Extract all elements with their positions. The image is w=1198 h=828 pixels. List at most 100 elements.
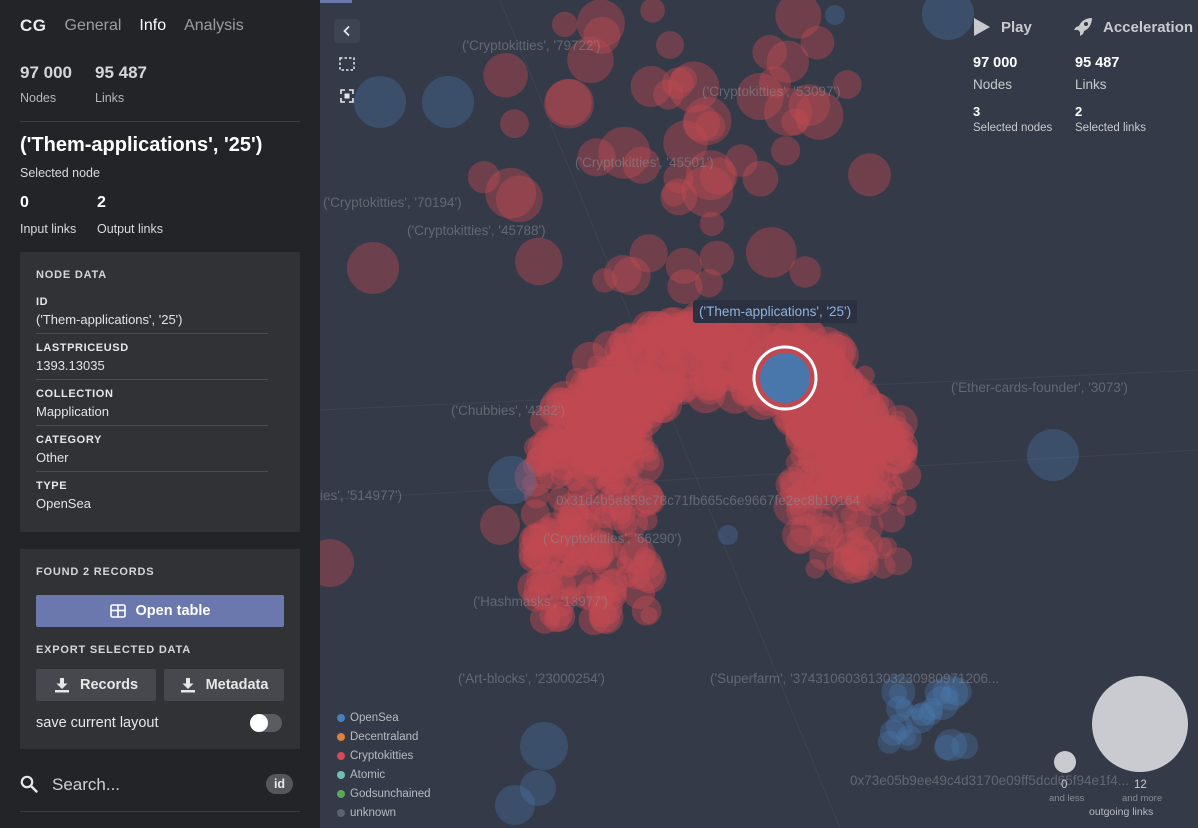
graph-node[interactable] — [613, 322, 646, 355]
tab-analysis[interactable]: Analysis — [184, 17, 244, 34]
graph-node[interactable] — [575, 388, 602, 414]
graph-node[interactable] — [644, 389, 679, 424]
graph-node[interactable] — [640, 0, 665, 23]
graph-node[interactable] — [793, 425, 834, 466]
graph-node[interactable] — [601, 450, 624, 473]
graph-node[interactable] — [855, 365, 875, 386]
graph-node[interactable] — [629, 234, 668, 273]
graph-node[interactable] — [572, 411, 600, 439]
graph-node[interactable] — [552, 394, 574, 416]
graph-node[interactable] — [582, 450, 608, 476]
graph-node[interactable] — [802, 405, 843, 447]
graph-node[interactable] — [943, 677, 972, 706]
collapse-sidebar-button[interactable] — [334, 19, 360, 43]
graph-node[interactable] — [552, 11, 578, 38]
graph-node[interactable] — [790, 443, 813, 466]
graph-node[interactable] — [832, 363, 855, 385]
graph-node[interactable] — [809, 386, 848, 425]
graph-node[interactable] — [879, 415, 910, 446]
graph-canvas[interactable]: ('Cryptokitties', '79722') ('Cryptokitti… — [320, 0, 1198, 828]
graph-node[interactable] — [589, 590, 623, 625]
graph-node[interactable] — [830, 521, 864, 555]
graph-node[interactable] — [881, 405, 918, 441]
graph-node[interactable] — [628, 412, 652, 436]
graph-node[interactable] — [825, 458, 856, 489]
graph-node[interactable] — [602, 389, 637, 424]
graph-node[interactable] — [817, 344, 837, 364]
graph-node[interactable] — [605, 440, 644, 479]
graph-node[interactable] — [599, 482, 634, 517]
graph-node[interactable] — [577, 573, 617, 613]
graph-node[interactable] — [878, 440, 898, 460]
graph-node[interactable] — [601, 443, 624, 466]
graph-node[interactable] — [837, 414, 864, 441]
graph-node[interactable] — [523, 454, 546, 478]
graph-node[interactable] — [877, 468, 901, 492]
graph-node[interactable] — [820, 491, 841, 512]
graph-node[interactable] — [848, 153, 891, 197]
export-metadata-button[interactable]: Metadata — [164, 669, 284, 701]
graph-node[interactable] — [628, 397, 647, 416]
graph-node[interactable] — [895, 699, 914, 718]
graph-node[interactable] — [847, 430, 866, 448]
graph-node[interactable] — [813, 432, 836, 454]
graph-node[interactable] — [607, 420, 631, 445]
graph-node[interactable] — [695, 374, 725, 405]
graph-node[interactable] — [712, 315, 752, 355]
graph-node[interactable] — [616, 420, 639, 443]
graph-node[interactable] — [781, 396, 815, 430]
graph-node[interactable] — [738, 315, 781, 357]
graph-node[interactable] — [629, 432, 655, 458]
graph-node[interactable] — [801, 387, 828, 414]
graph-node[interactable] — [573, 367, 611, 405]
graph-node[interactable] — [578, 371, 600, 393]
graph-node[interactable] — [837, 447, 867, 477]
graph-node[interactable] — [556, 505, 581, 530]
graph-node[interactable] — [580, 398, 612, 430]
graph-node[interactable] — [827, 457, 861, 492]
graph-node[interactable] — [558, 503, 589, 535]
graph-node[interactable] — [838, 386, 865, 413]
graph-node[interactable] — [877, 441, 911, 475]
graph-node[interactable] — [582, 456, 604, 478]
graph-node[interactable] — [485, 167, 537, 219]
graph-node[interactable] — [607, 585, 626, 604]
graph-node[interactable] — [585, 579, 614, 608]
graph-node[interactable] — [606, 390, 627, 410]
graph-node[interactable] — [603, 352, 635, 384]
graph-node[interactable] — [654, 307, 687, 340]
graph-node[interactable] — [526, 565, 557, 596]
graph-node[interactable] — [695, 111, 726, 141]
graph-node[interactable] — [624, 408, 652, 436]
graph-node[interactable] — [665, 329, 707, 370]
graph-node[interactable] — [607, 436, 626, 455]
graph-node[interactable] — [631, 310, 666, 345]
graph-node[interactable] — [637, 509, 658, 531]
graph-node[interactable] — [576, 0, 625, 48]
graph-node[interactable] — [795, 91, 844, 140]
graph-node[interactable] — [791, 319, 828, 355]
graph-node[interactable] — [834, 453, 861, 480]
graph-node[interactable] — [737, 355, 755, 373]
graph-node[interactable] — [778, 466, 807, 495]
graph-node[interactable] — [713, 337, 751, 375]
graph-node[interactable] — [715, 374, 755, 414]
graph-node[interactable] — [843, 384, 885, 425]
graph-node[interactable] — [866, 420, 898, 452]
graph-node[interactable] — [639, 367, 668, 395]
graph-node[interactable] — [569, 442, 603, 476]
graph-node[interactable] — [784, 407, 825, 448]
graph-node[interactable] — [585, 541, 614, 570]
graph-node[interactable] — [604, 409, 639, 443]
graph-node[interactable] — [589, 366, 628, 405]
graph-node[interactable] — [548, 428, 577, 457]
graph-node[interactable] — [538, 392, 573, 426]
graph-node[interactable] — [856, 437, 880, 460]
graph-node[interactable] — [662, 350, 680, 369]
graph-node[interactable] — [561, 419, 597, 455]
graph-node[interactable] — [604, 332, 640, 367]
graph-node[interactable] — [775, 470, 805, 500]
graph-node[interactable] — [799, 458, 838, 497]
graph-node[interactable] — [881, 428, 919, 466]
graph-node[interactable] — [636, 372, 676, 412]
